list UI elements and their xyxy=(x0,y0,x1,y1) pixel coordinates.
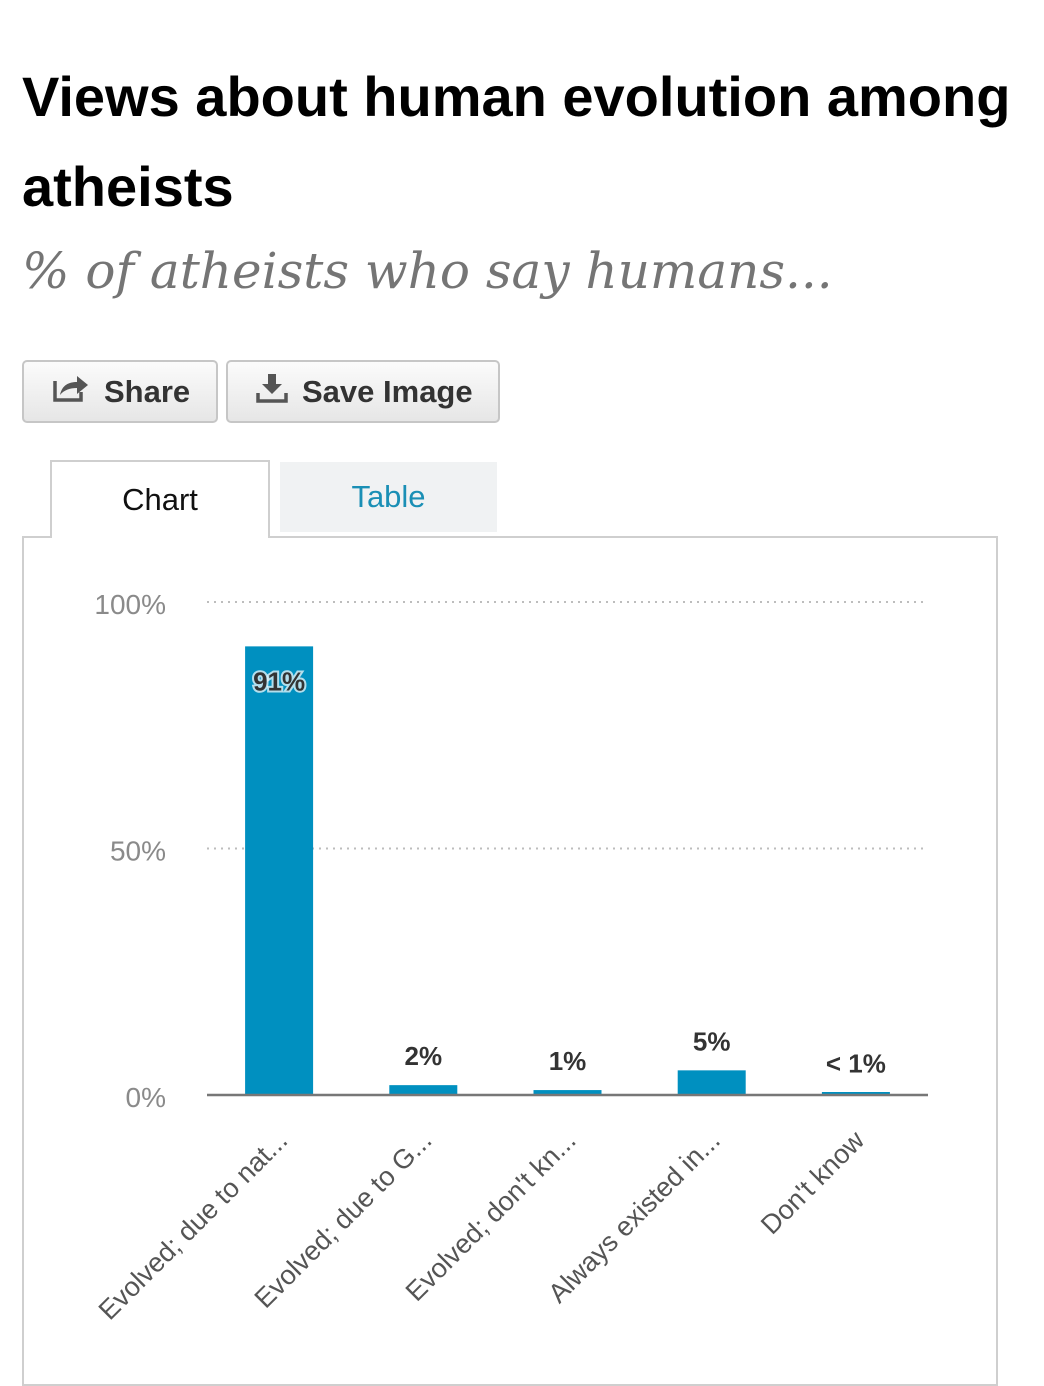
bar xyxy=(389,1085,458,1095)
bar xyxy=(821,1092,890,1095)
data-label: < 1% xyxy=(826,1049,886,1079)
x-category-label: Don't know xyxy=(755,1125,870,1240)
y-tick-label: 100% xyxy=(94,589,166,620)
chart-panel xyxy=(22,536,998,1386)
save-image-button-label: Save Image xyxy=(302,373,473,409)
chart-subtitle: % of atheists who say humans... xyxy=(22,242,833,300)
share-icon xyxy=(52,373,104,411)
y-tick-label: 50% xyxy=(110,836,166,867)
y-tick-label: 0% xyxy=(126,1082,166,1113)
share-button[interactable]: Share xyxy=(22,360,218,423)
save-image-button[interactable]: Save Image xyxy=(226,360,500,423)
data-label: 2% xyxy=(405,1041,443,1071)
chart-title: Views about human evolution among atheis… xyxy=(22,65,1011,218)
data-label: 91% xyxy=(253,666,305,696)
tab-table[interactable]: Table xyxy=(280,462,497,532)
tab-chart[interactable]: Chart xyxy=(50,460,270,538)
bar xyxy=(677,1070,746,1095)
share-button-label: Share xyxy=(104,373,191,409)
bar xyxy=(533,1090,602,1095)
data-label: 1% xyxy=(549,1046,587,1076)
data-label: 5% xyxy=(693,1026,731,1056)
download-icon xyxy=(256,373,302,411)
bar xyxy=(245,646,314,1095)
